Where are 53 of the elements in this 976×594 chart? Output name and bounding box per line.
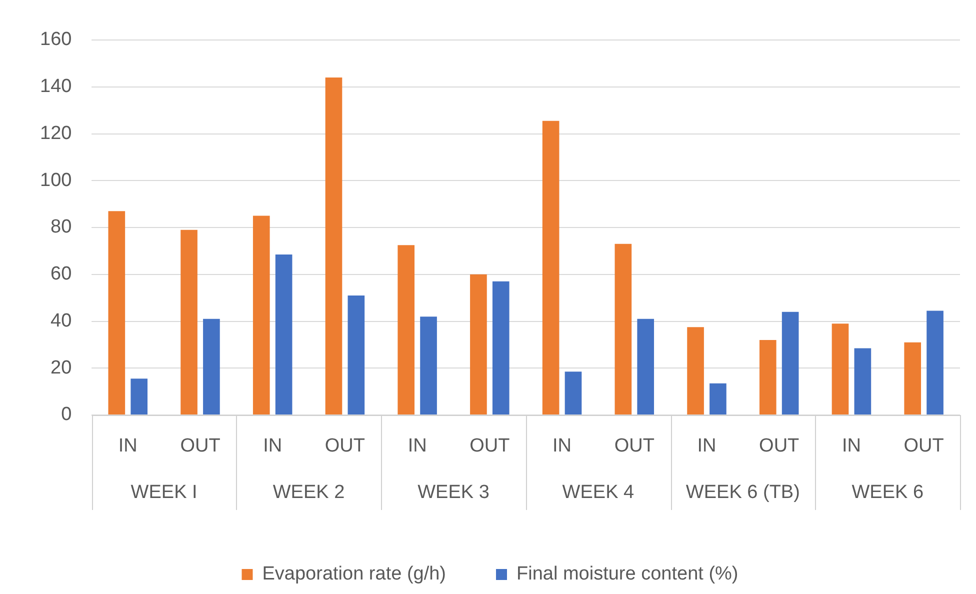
y-tick-label: 140 xyxy=(40,76,72,98)
x-tick-label: OUT xyxy=(180,436,221,457)
y-tick-label: 20 xyxy=(50,357,72,378)
x-tick-label: IN xyxy=(842,436,861,457)
bar xyxy=(470,274,487,414)
text: WEEK 6 (TB) xyxy=(686,482,800,504)
bar xyxy=(325,78,342,414)
bar xyxy=(687,327,704,414)
text: WEEK I xyxy=(130,482,198,504)
bar xyxy=(203,318,220,414)
y-tick-label: 40 xyxy=(50,310,72,332)
x-tick-label: IN xyxy=(552,436,572,457)
x-tick-label: IN xyxy=(263,436,282,457)
bar xyxy=(398,245,415,414)
bar xyxy=(637,318,654,414)
x-tick-label: OUT xyxy=(470,436,510,457)
y-tick-label: 120 xyxy=(40,122,72,144)
bar xyxy=(614,244,632,414)
bar xyxy=(275,254,292,414)
bar xyxy=(564,372,582,414)
bar xyxy=(759,340,776,414)
bar xyxy=(832,324,849,414)
y-tick-label: 100 xyxy=(40,170,72,191)
y-tick-label: 160 xyxy=(40,29,72,50)
bar xyxy=(420,316,437,414)
x-tick-label: OUT xyxy=(324,436,366,457)
text: WEEK 2 xyxy=(272,482,345,504)
y-tick-label: 0 xyxy=(61,404,72,426)
x-tick-label: OUT xyxy=(904,436,944,457)
text: WEEK 6 xyxy=(852,482,924,504)
x-tick-label: IN xyxy=(118,436,138,457)
text: WEEK 3 xyxy=(418,482,490,504)
legend-label: Final moisture content (%) xyxy=(516,564,738,585)
bar xyxy=(252,216,270,414)
bar xyxy=(854,348,872,414)
x-tick-label: OUT xyxy=(614,436,655,457)
y-tick-label: 60 xyxy=(50,264,72,285)
bar xyxy=(130,378,148,414)
x-tick-label: OUT xyxy=(759,436,800,457)
bar xyxy=(926,310,944,414)
bar xyxy=(782,312,799,414)
text: WEEK 4 xyxy=(562,482,635,504)
bar xyxy=(904,342,922,414)
bar xyxy=(710,383,726,414)
x-tick-label: IN xyxy=(697,436,716,457)
legend-label: Evaporation rate (g/h) xyxy=(262,564,446,585)
y-tick-label: 80 xyxy=(50,216,72,238)
bar xyxy=(348,295,365,414)
bar xyxy=(542,120,560,414)
bar xyxy=(180,230,198,414)
bar xyxy=(492,281,510,414)
bar xyxy=(108,211,126,414)
x-tick-label: IN xyxy=(408,436,427,457)
